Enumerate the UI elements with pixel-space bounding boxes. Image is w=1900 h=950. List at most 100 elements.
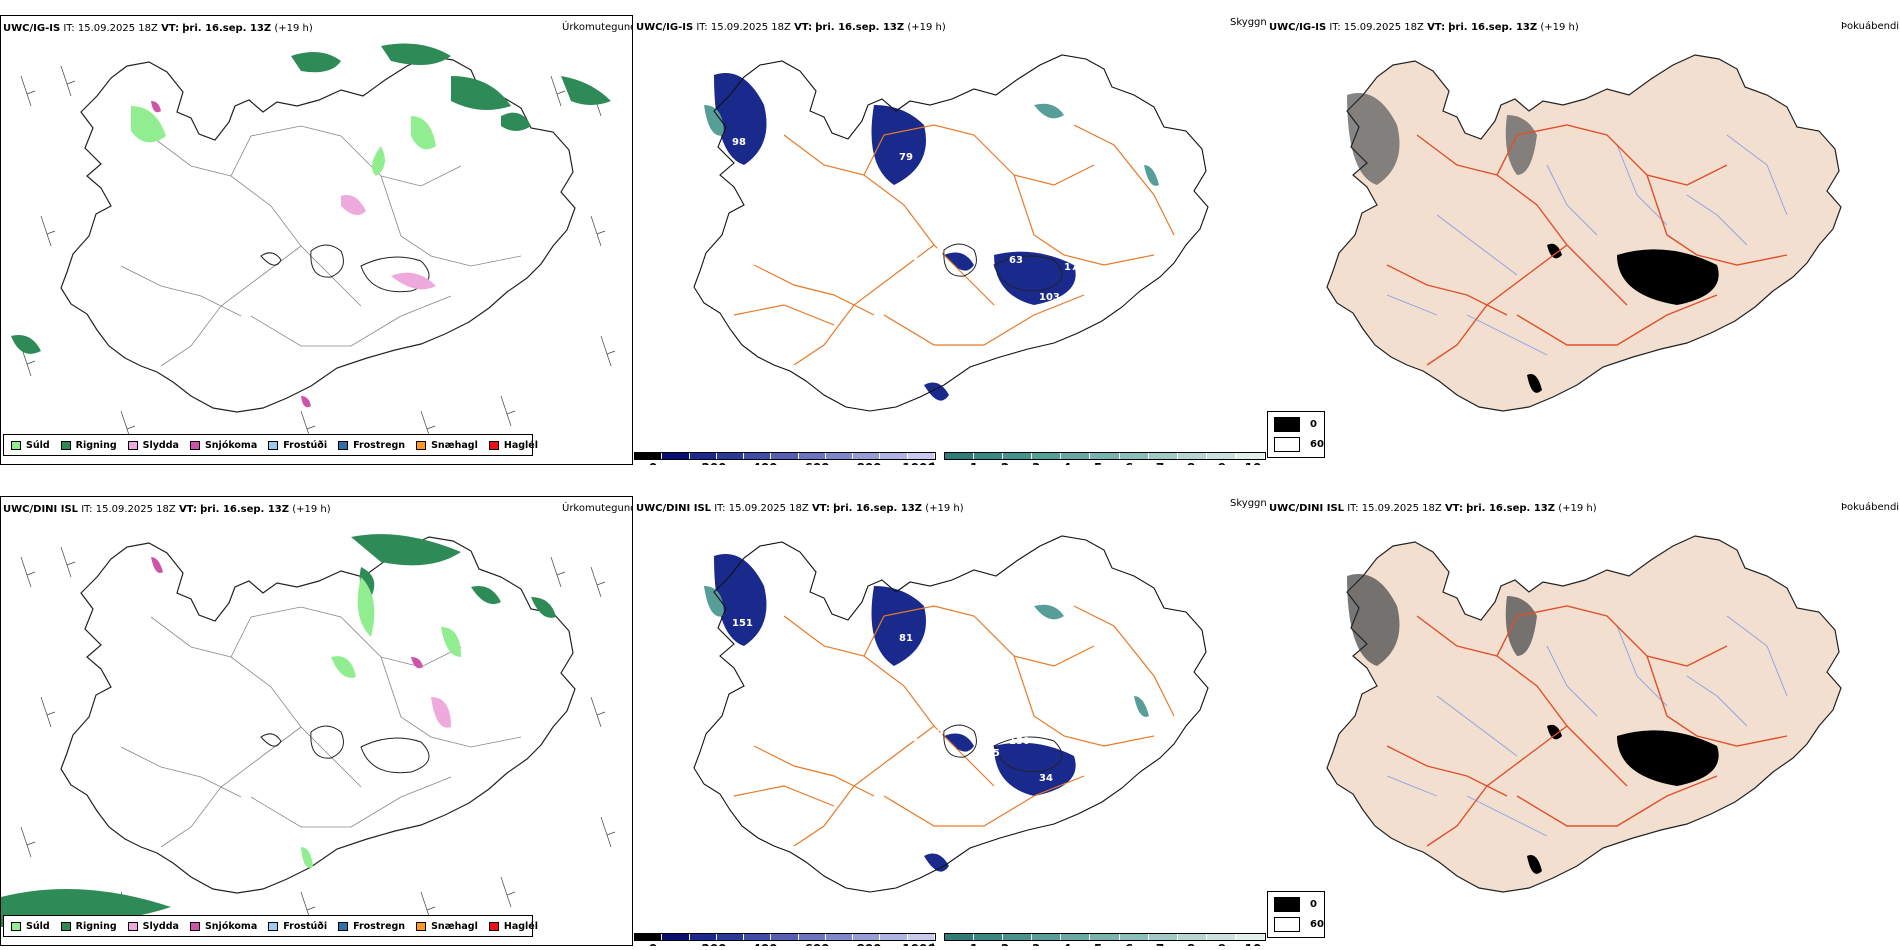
legend-item-slydda: Slydda (127, 921, 179, 932)
colorbar-swatch (744, 453, 772, 459)
colorbar-swatch (798, 453, 826, 459)
cloud-visibility-map: 49 98 72 79 81 82 96 85 76 63 78 17 103 37 (634, 15, 1267, 465)
colorbar-ticks: m 0 200 400 600 800 1000 (634, 941, 936, 946)
visibility-label: 12 (924, 638, 938, 649)
colorbar-swatch (1235, 453, 1266, 459)
cloud-visibility-panel-igis: UWC/IG-IS IT: 15.09.2025 18Z VT: þri. 16… (634, 15, 1267, 465)
panel-title: UWC/DINI ISL IT: 15.09.2025 18Z VT: þri.… (1269, 503, 1597, 514)
precip-areas (11, 43, 611, 408)
colorbar-unit: m (634, 461, 637, 465)
iceland-outline (694, 55, 1208, 411)
fog-indicator-map (1267, 15, 1900, 465)
colorbar-swatch (716, 934, 745, 940)
precip-type-map (1, 534, 616, 927)
colorbar-swatch (689, 934, 717, 940)
legend-item-slydda: Slydda (127, 440, 179, 451)
legend-item-sudl: Súld (11, 440, 50, 451)
panel-name: Þokuábendi (1841, 21, 1900, 32)
iceland-outline (61, 537, 575, 893)
legend-item-sudl: Súld (11, 921, 50, 932)
colorbar-swatch (853, 934, 881, 940)
visibility-label: 151 (732, 618, 753, 629)
colorbar-swatch (662, 934, 690, 940)
fog-indicator-panel-dini: UWC/DINI ISL IT: 15.09.2025 18Z VT: þri.… (1267, 496, 1900, 946)
colorbar-swatch (1148, 934, 1178, 940)
legend-item-snaehagl: Snæhagl (416, 440, 478, 451)
legend-entry: 0 (1274, 897, 1324, 912)
visibility-label: 150 (1009, 736, 1030, 747)
panel-title: UWC/IG-IS IT: 15.09.2025 18Z VT: þri. 16… (3, 23, 313, 34)
visibility-label: 105 (979, 748, 1000, 759)
panel-title: UWC/IG-IS IT: 15.09.2025 18Z VT: þri. 16… (1269, 22, 1579, 33)
colorbar-swatch (635, 453, 663, 459)
colorbar-swatch (1148, 453, 1178, 459)
visibility-label: 79 (899, 152, 913, 163)
visibility-label: 78 (979, 267, 993, 278)
fog-shade-legend: 0 60 (1267, 411, 1325, 458)
visibility-label: 96 (904, 252, 918, 263)
legend-item-rigning: Rigning (60, 440, 117, 451)
visibility-label: 63 (1009, 255, 1023, 266)
iceland-outline (694, 536, 1208, 892)
fog-indicator-panel-igis: UWC/IG-IS IT: 15.09.2025 18Z VT: þri. 16… (1267, 15, 1900, 465)
ceiling-colorbar: m 0 200 400 600 800 1000 (634, 452, 936, 465)
fog-indicator-map (1267, 496, 1900, 946)
colorbar-swatch (853, 453, 881, 459)
precip-type-panel-igis: UWC/IG-IS IT: 15.09.2025 18Z VT: þri. 16… (0, 15, 633, 465)
visibility-colorbar: km 1 2 3 4 5 6 7 8 9 10 (931, 452, 1266, 465)
colorbar-swatch (635, 934, 663, 940)
visibility-label: 76 (979, 247, 993, 258)
visibility-areas (704, 73, 1159, 401)
colorbar-unit: m (634, 942, 637, 946)
colorbar-swatch (945, 934, 975, 940)
precip-type-panel-dini: UWC/DINI ISL IT: 15.09.2025 18Z VT: þri.… (0, 496, 633, 946)
panel-name: Úrkomutegund (562, 503, 633, 514)
colorbar-swatch (1206, 453, 1236, 459)
cloud-visibility-panel-dini: UWC/DINI ISL IT: 15.09.2025 18Z VT: þri.… (634, 496, 1267, 946)
visibility-label: 85 (929, 247, 943, 258)
visibility-label: 17 (1064, 262, 1078, 273)
colorbar-swatch (1119, 453, 1149, 459)
legend-item-snjokoma: Snjókoma (189, 440, 257, 451)
visibility-labels: 49 98 72 79 81 82 96 85 76 63 78 17 103 37 (732, 82, 1078, 388)
legend-item-haglel: Haglél (488, 921, 538, 932)
colorbar-unit: km (931, 461, 951, 465)
panel-title: UWC/DINI ISL IT: 15.09.2025 18Z VT: þri.… (636, 503, 964, 514)
colorbar-swatch (880, 453, 908, 459)
legend-entry: 60 (1274, 917, 1324, 932)
panel-name: Þokuábendi (1841, 502, 1900, 513)
visibility-label: 201 (1064, 743, 1085, 754)
colorbar-swatch (1032, 934, 1062, 940)
colorbar-swatch (974, 453, 1004, 459)
colorbar-swatch (1061, 934, 1091, 940)
visibility-label: 73 (844, 598, 858, 609)
legend-entry: 0 (1274, 417, 1324, 432)
visibility-label: 49 (774, 82, 788, 93)
visibility-label: 37 (906, 377, 920, 388)
colorbar-ticks: m 0 200 400 600 800 1000 (634, 460, 936, 465)
visibility-label: 102 (906, 858, 927, 869)
colorbar-swatch (662, 453, 690, 459)
legend-entry: 60 (1274, 437, 1324, 452)
legend-item-snjokoma: Snjókoma (189, 921, 257, 932)
visibility-label: 34 (1039, 773, 1053, 784)
panel-title: UWC/DINI ISL IT: 15.09.2025 18Z VT: þri.… (3, 504, 331, 515)
colorbar-swatch (1003, 453, 1033, 459)
colorbar-swatches (944, 933, 1266, 941)
visibility-colorbar: km 1 2 3 4 5 6 7 8 9 10 (931, 933, 1266, 946)
visibility-label: 98 (732, 137, 746, 148)
visibility-label: 81 (899, 633, 913, 644)
ceiling-colorbar: m 0 200 400 600 800 1000 (634, 933, 936, 946)
colorbar-swatch (1206, 934, 1236, 940)
panel-name: Skyggni (1230, 498, 1267, 509)
precip-type-map (11, 43, 616, 442)
colorbar-swatch (1090, 453, 1120, 459)
wind-barbs (20, 546, 616, 923)
colorbar-swatch (1003, 934, 1033, 940)
precip-areas (1, 534, 556, 927)
legend-item-frostregn: Frostregn (338, 921, 405, 932)
colorbar-swatch (689, 453, 717, 459)
colorbar-unit: km (931, 942, 951, 946)
cloud-visibility-map: 33 151 73 81 12 18 79 90 81 150 105 201 34 102 (634, 496, 1267, 946)
visibility-label: 18 (934, 653, 948, 664)
